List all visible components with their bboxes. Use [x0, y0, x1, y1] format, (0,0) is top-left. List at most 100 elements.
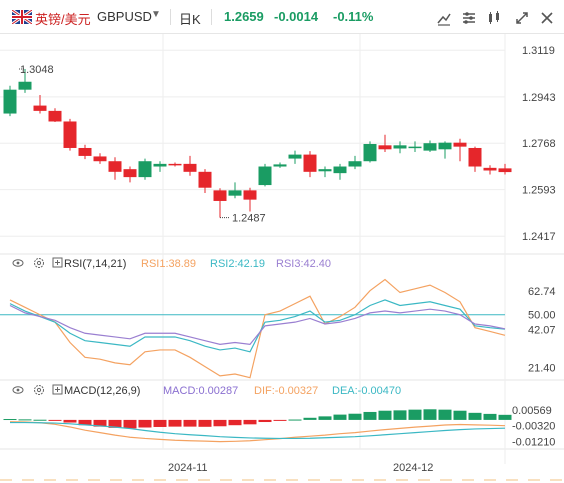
- rsi-tick-label: 21.40: [528, 363, 556, 375]
- macd-histogram-bar: [483, 413, 497, 420]
- candle[interactable]: [123, 169, 137, 178]
- candle[interactable]: [378, 145, 392, 150]
- candle[interactable]: [108, 161, 122, 172]
- rsi1-legend: RSI1:38.89: [141, 258, 196, 270]
- chart-area: 1.3119 1.2943 1.2768 1.2593 1.2417 1.3048 1.24…: [0, 34, 564, 481]
- settings-icon[interactable]: [34, 258, 44, 268]
- candle[interactable]: [408, 146, 422, 149]
- eye-icon[interactable]: [12, 259, 24, 267]
- price-tick-label: 1.2943: [522, 92, 556, 104]
- macd-histogram-bar: [198, 419, 212, 427]
- candle[interactable]: [138, 161, 152, 178]
- macd-histogram-bar: [183, 419, 197, 427]
- candle[interactable]: [183, 163, 197, 172]
- macd-histogram-bar: [228, 419, 242, 426]
- macd-histogram-bar: [138, 419, 152, 428]
- candle[interactable]: [468, 147, 482, 167]
- candle[interactable]: [288, 154, 302, 159]
- plus-icon: [55, 387, 60, 392]
- macd-histogram-bar: [453, 410, 467, 420]
- macd-histogram-bar: [438, 409, 452, 420]
- candle[interactable]: [198, 171, 212, 188]
- candle[interactable]: [33, 105, 47, 111]
- macd-histogram-bar: [48, 419, 62, 421]
- macd-histogram-bar: [498, 414, 512, 420]
- candle[interactable]: [348, 161, 362, 167]
- compare-icon[interactable]: [485, 9, 503, 27]
- macd-histogram-bar: [258, 419, 272, 423]
- price-tick-label: 1.2417: [522, 231, 556, 243]
- candle[interactable]: [63, 121, 77, 148]
- macd-histogram-bar: [333, 414, 347, 420]
- macd-histogram-bar: [33, 419, 47, 421]
- candle[interactable]: [18, 81, 32, 90]
- macd-histogram-bar: [243, 419, 257, 425]
- uk-flag-icon: [12, 10, 32, 24]
- macd-histogram-bar: [213, 419, 227, 427]
- macd-histogram-bar: [63, 419, 77, 423]
- candle[interactable]: [93, 156, 107, 162]
- close-icon[interactable]: [538, 9, 556, 27]
- eye-icon[interactable]: [12, 386, 24, 394]
- candle[interactable]: [228, 190, 242, 196]
- rsi-tick-label: 42.07: [528, 324, 556, 336]
- indicator-toggle-icon[interactable]: [52, 384, 63, 395]
- chart-header: 英镑/美元 GBPUSD ▼ 日K 1.2659 -0.0014 -0.11%: [0, 0, 564, 34]
- macd-histogram-bar: [393, 410, 407, 420]
- macd-tick-label: -0.00320: [512, 421, 555, 433]
- candle[interactable]: [303, 154, 317, 172]
- candle[interactable]: [3, 89, 17, 114]
- price-tick-label: 1.2768: [522, 138, 556, 150]
- settings-icon[interactable]: [34, 385, 44, 395]
- rsi1-line: [9, 278, 506, 379]
- x-axis-label: 2024-11: [168, 462, 208, 474]
- rsi3-line: [9, 304, 506, 346]
- candle[interactable]: [333, 166, 347, 174]
- rsi2-legend: RSI2:42.19: [210, 258, 265, 270]
- rsi2-line: [9, 299, 506, 353]
- macd-histogram-bar: [468, 412, 482, 420]
- symbol-code[interactable]: GBPUSD: [97, 9, 152, 24]
- candle[interactable]: [498, 168, 512, 173]
- candle[interactable]: [168, 163, 182, 166]
- candle[interactable]: [273, 164, 287, 167]
- timeframe-selector[interactable]: 日K: [179, 12, 201, 27]
- macd-histogram-bar: [348, 413, 362, 420]
- symbol-name[interactable]: 英镑/美元: [35, 12, 91, 27]
- x-axis-label: 2024-12: [393, 462, 433, 474]
- macd-histogram-bar: [303, 417, 317, 420]
- expand-icon[interactable]: [513, 9, 531, 27]
- line-tool-icon[interactable]: [435, 9, 453, 27]
- candle[interactable]: [243, 190, 257, 200]
- macd-histogram-bar: [423, 409, 437, 420]
- price-tick-label: 1.2593: [522, 185, 556, 197]
- candle[interactable]: [318, 169, 332, 172]
- symbol-dropdown-icon[interactable]: ▼: [151, 9, 161, 20]
- candle[interactable]: [363, 144, 377, 162]
- candle[interactable]: [438, 142, 452, 150]
- last-price: 1.2659: [224, 9, 264, 24]
- plus-icon: [55, 260, 60, 265]
- candle[interactable]: [153, 163, 167, 167]
- price-tick-label: 1.3119: [522, 45, 555, 57]
- candle[interactable]: [453, 142, 467, 147]
- candle[interactable]: [258, 166, 272, 186]
- rsi-tick-label: 62.74: [528, 286, 556, 298]
- divider: [170, 9, 171, 25]
- candle[interactable]: [48, 110, 62, 122]
- candle[interactable]: [78, 147, 92, 156]
- price-change: -0.0014: [274, 9, 319, 24]
- indicator-icon[interactable]: [460, 9, 478, 27]
- low-price-label: 1.2487: [232, 213, 266, 225]
- indicator-toggle-icon[interactable]: [52, 257, 63, 268]
- candle[interactable]: [213, 190, 227, 201]
- candle[interactable]: [483, 167, 497, 171]
- macd-histogram-bar: [78, 419, 92, 426]
- candle[interactable]: [393, 145, 407, 149]
- rsi-tick-label: 50.00: [528, 310, 556, 322]
- rsi3-legend: RSI3:42.40: [276, 258, 331, 270]
- macd-histogram-bar: [363, 411, 377, 420]
- candle[interactable]: [423, 143, 437, 151]
- macd-tick-label: 0.00569: [512, 405, 552, 417]
- macd-histogram-bar: [318, 416, 332, 420]
